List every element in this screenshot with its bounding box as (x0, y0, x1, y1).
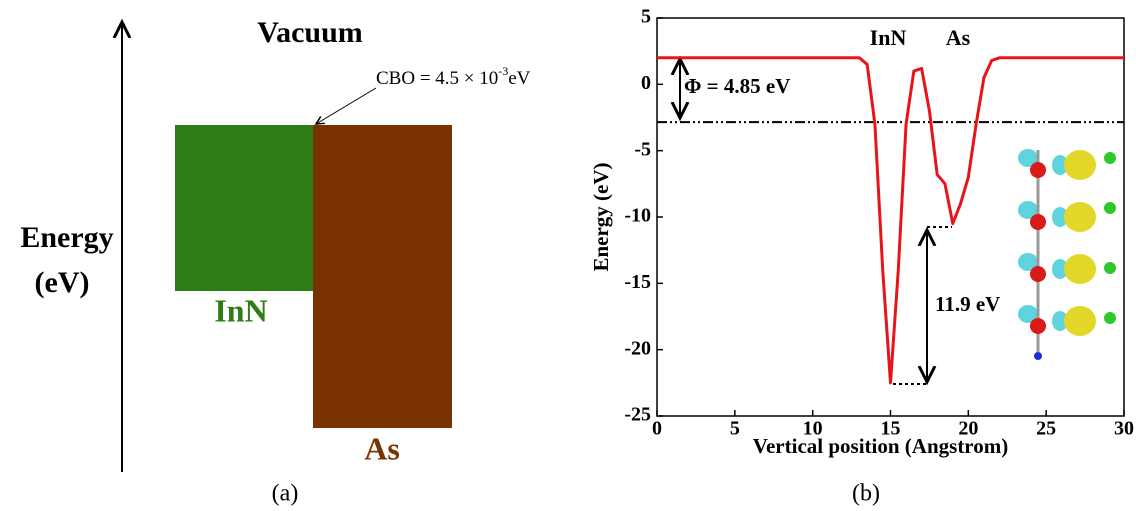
cbo-text: CBO = 4.5 × 10 (376, 68, 498, 89)
cbo-exponent: -3 (498, 64, 508, 78)
annotation: As (946, 25, 971, 50)
y-tick-label: -15 (624, 271, 651, 293)
y-tick-label: -5 (634, 138, 651, 160)
annotation: InN (870, 25, 907, 50)
annotation: Φ = 4.85 eV (684, 74, 790, 98)
as-label: As (364, 430, 400, 466)
x-tick-label: 25 (1036, 418, 1056, 440)
y-tick-label: 5 (641, 6, 651, 28)
cbo-arrow (316, 88, 376, 124)
as-box (313, 125, 452, 428)
inn-label: InN (214, 292, 267, 328)
inn-box (175, 125, 313, 291)
caption: (b) (852, 481, 880, 507)
vacuum-label: Vacuum (257, 16, 363, 49)
x-tick-label: 30 (1114, 418, 1134, 440)
y-tick-label: -25 (624, 404, 651, 426)
caption: (a) (272, 481, 299, 507)
y-axis-label: Energy (eV) (589, 162, 613, 271)
cbo-label: CBO = 4.5 × 10-3eV (376, 64, 531, 90)
cbo-unit: eV (508, 68, 530, 89)
y-tick-label: -20 (624, 337, 651, 359)
figure: Vacuum CBO = 4.5 × 10-3eV Energy (eV) In… (0, 0, 1136, 511)
x-tick-label: 5 (730, 418, 740, 440)
inset-structure (1018, 145, 1118, 360)
x-axis-label: Vertical position (Angstrom) (753, 434, 1009, 458)
annotation: 11.9 eV (935, 292, 1000, 316)
energy-unit: (eV) (35, 266, 90, 299)
y-tick-label: -10 (624, 205, 651, 227)
energy-label: Energy (20, 221, 113, 254)
y-tick-label: 0 (641, 72, 651, 94)
x-tick-label: 0 (652, 418, 662, 440)
